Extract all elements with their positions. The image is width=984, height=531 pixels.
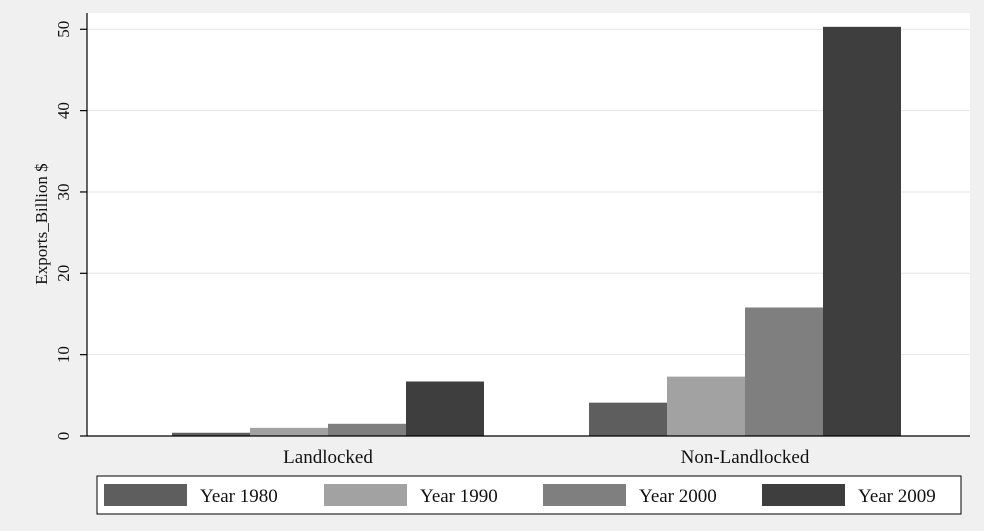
bar-non-landlocked-year-1980 <box>589 402 667 436</box>
bar-landlocked-year-1980 <box>172 432 250 436</box>
y-tick-label: 50 <box>54 21 73 38</box>
y-tick-label: 20 <box>54 265 73 282</box>
x-axis-labels: Landlocked Non-Landlocked <box>283 447 810 468</box>
legend-swatch <box>543 484 626 506</box>
bars <box>172 26 901 436</box>
bar-landlocked-year-2000 <box>328 423 406 436</box>
gridlines <box>87 28 970 356</box>
legend-swatch <box>104 484 187 506</box>
legend-swatch <box>762 484 845 506</box>
y-tick-label: 0 <box>54 432 73 441</box>
legend-swatch <box>324 484 407 506</box>
y-axis-ticks: 0 10 20 30 40 50 <box>54 21 87 440</box>
legend-label: Year 2000 <box>639 486 717 507</box>
legend-label: Year 2009 <box>858 486 936 507</box>
y-tick-label: 40 <box>54 102 73 119</box>
bar-non-landlocked-year-2009 <box>823 26 901 436</box>
bar-landlocked-year-1990 <box>250 427 328 436</box>
legend-label: Year 1980 <box>200 486 278 507</box>
legend: Year 1980 Year 1990 Year 2000 Year 2009 <box>96 475 962 515</box>
y-axis-title: Exports_Billion $ <box>32 163 51 284</box>
x-category-label: Non-Landlocked <box>681 447 810 468</box>
x-category-label: Landlocked <box>283 447 373 468</box>
y-tick-label: 10 <box>54 346 73 363</box>
bar-non-landlocked-year-1990 <box>667 376 745 436</box>
y-tick-label: 30 <box>54 183 73 200</box>
bar-non-landlocked-year-2000 <box>745 307 823 436</box>
legend-label: Year 1990 <box>420 486 498 507</box>
bar-landlocked-year-2009 <box>406 381 484 436</box>
